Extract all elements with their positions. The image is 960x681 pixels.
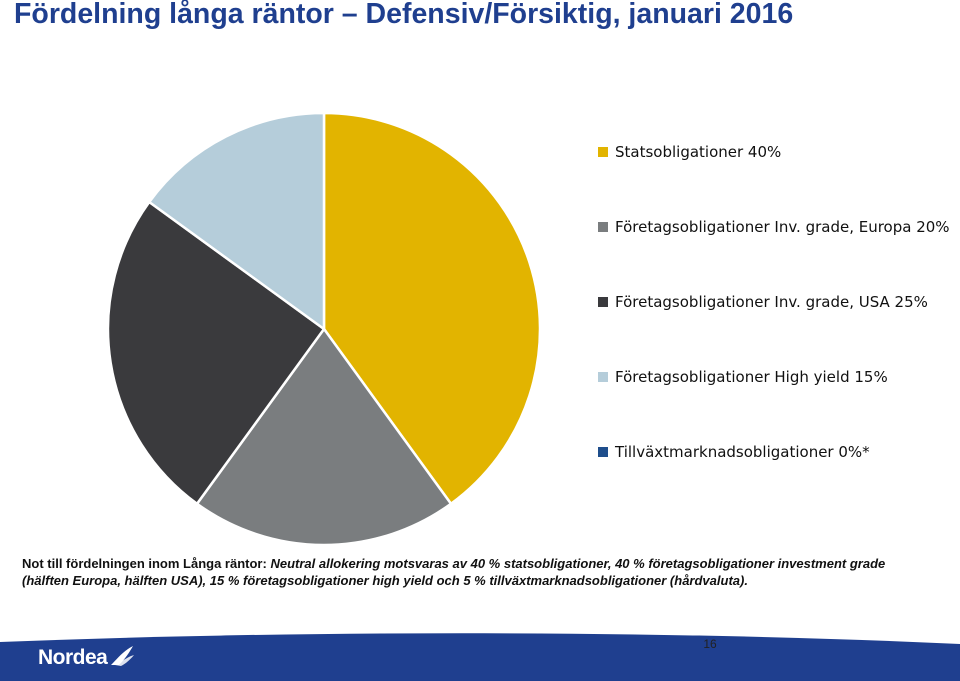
pie-slice-3: [106, 200, 326, 505]
nordea-logo: Nordea: [38, 646, 135, 670]
legend-label: Tillväxtmarknadsobligationer 0%*: [615, 443, 870, 461]
pie-slice-1: [322, 111, 542, 505]
pie-slice-4: [148, 111, 326, 331]
legend-label: Företagsobligationer High yield 15%: [615, 368, 888, 386]
allocation-note: Not till fördelningen inom Långa räntor:…: [22, 556, 952, 589]
note-lead: Not till fördelningen inom Långa räntor:: [22, 556, 267, 571]
legend-item-1: Statsobligationer 40%: [598, 140, 781, 164]
note-line-1: Neutral allokering motsvaras av 40 % sta…: [270, 556, 886, 571]
legend-label: Statsobligationer 40%: [615, 143, 782, 161]
legend-swatch: [598, 222, 608, 232]
nordea-sail-icon: [111, 646, 135, 666]
legend-swatch: [598, 372, 608, 382]
legend-item-4: Företagsobligationer High yield 15%: [598, 365, 888, 389]
pie-chart: [106, 111, 542, 547]
legend-swatch: [598, 297, 608, 307]
legend-item-2: Företagsobligationer Inv. grade, Europa …: [598, 215, 950, 239]
legend-swatch: [598, 447, 608, 457]
legend-label: Företagsobligationer Inv. grade, Europa …: [615, 218, 950, 236]
footer-band: [0, 633, 960, 681]
page-title: Fördelning långa räntor – Defensiv/Försi…: [14, 0, 794, 30]
legend-swatch: [598, 147, 608, 157]
legend-label: Företagsobligationer Inv. grade, USA 25%: [615, 293, 928, 311]
pie-slice-2: [195, 327, 453, 547]
legend-item-5: Tillväxtmarknadsobligationer 0%*: [598, 440, 870, 464]
legend-item-3: Företagsobligationer Inv. grade, USA 25%: [598, 290, 928, 314]
logo-text: Nordea: [38, 646, 108, 669]
page-number: 16: [703, 637, 717, 651]
note-line-2: (hälften Europa, hälften USA), 15 % före…: [22, 572, 748, 588]
